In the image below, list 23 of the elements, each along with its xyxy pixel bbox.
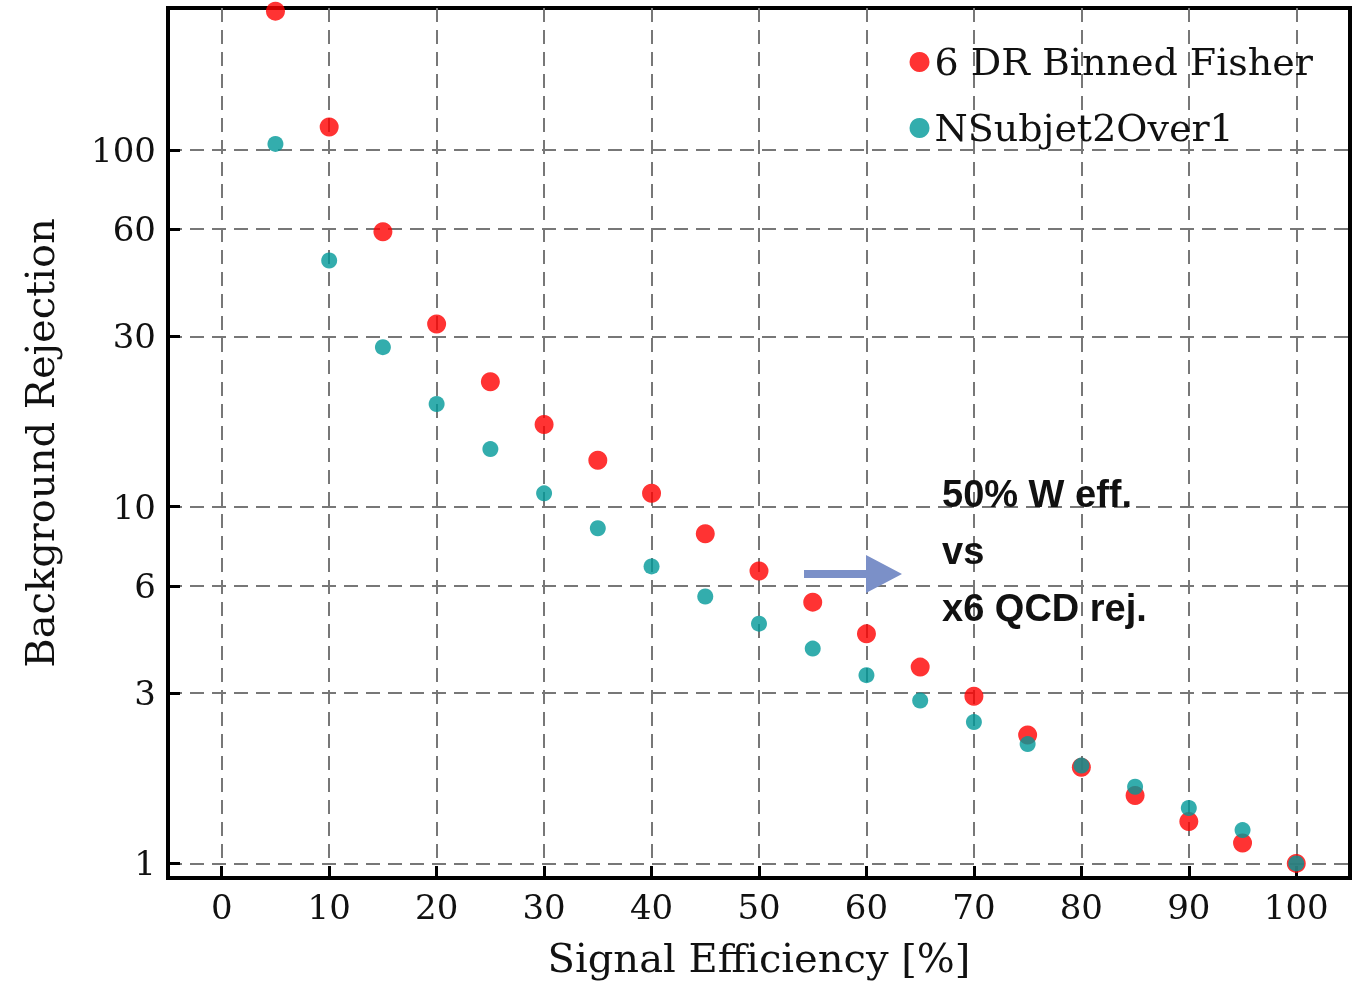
x-tick-label: 0 — [210, 887, 233, 927]
y-tick-label: 10 — [112, 486, 156, 527]
x-tick-label: 20 — [415, 887, 459, 927]
y-tick-label: 60 — [112, 209, 156, 250]
x-tick-label: 10 — [307, 887, 351, 927]
y-tick-label: 100 — [91, 129, 156, 170]
legend-label: 6 DR Binned Fisher — [934, 40, 1314, 84]
x-tick-label: 70 — [952, 887, 996, 927]
annotation: 50% W eff. vs x6 QCD rej. — [942, 472, 1147, 631]
legend-label: NSubjet2Over1 — [934, 106, 1234, 150]
x-tick-label: 30 — [522, 887, 566, 927]
x-tick-label: 90 — [1167, 887, 1211, 927]
x-axis-title: Signal Efficiency [%] — [547, 935, 971, 981]
y-tick-label: 30 — [112, 316, 156, 357]
x-tick-label: 60 — [844, 887, 889, 927]
x-tick-label: 80 — [1059, 887, 1103, 927]
y-tick-label: 6 — [134, 565, 156, 606]
x-tick-label: 100 — [1263, 887, 1329, 927]
y-tick-label: 3 — [134, 673, 156, 714]
x-tick-label: 50 — [737, 887, 781, 927]
y-axis-title: Background Rejection — [17, 218, 63, 668]
x-tick-label: 40 — [629, 887, 674, 927]
y-tick-label: 1 — [134, 843, 156, 884]
